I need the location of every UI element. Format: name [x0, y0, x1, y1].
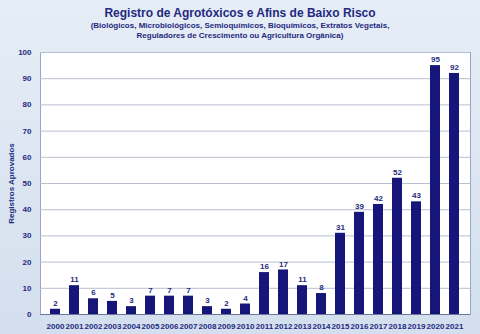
svg-text:2011: 2011 [256, 322, 274, 331]
svg-text:39: 39 [355, 202, 364, 211]
svg-text:2012: 2012 [275, 322, 293, 331]
html-text:(Biológicos, Microbiológicos,: (Biológicos, Microbiológicos, Semioquími… [90, 21, 390, 40]
svg-text:2018: 2018 [389, 322, 407, 331]
svg-text:90: 90 [23, 74, 32, 83]
svg-text:2016: 2016 [351, 322, 369, 331]
svg-text:8: 8 [319, 283, 324, 292]
svg-text:40: 40 [23, 205, 32, 214]
svg-text:2003: 2003 [104, 322, 122, 331]
svg-text:7: 7 [148, 286, 153, 295]
svg-text:2021: 2021 [446, 322, 464, 331]
svg-text:7: 7 [186, 286, 191, 295]
svg-text:2000: 2000 [47, 322, 65, 331]
svg-text:2019: 2019 [408, 322, 426, 331]
svg-text:52: 52 [393, 168, 402, 177]
svg-text:Registros Aprovados: Registros Aprovados [7, 143, 16, 224]
svg-text:10: 10 [23, 284, 32, 293]
svg-text:2007: 2007 [180, 322, 198, 331]
svg-text:0: 0 [27, 310, 32, 319]
svg-text:80: 80 [23, 100, 32, 109]
svg-text:2014: 2014 [313, 322, 331, 331]
svg-text:3: 3 [205, 296, 210, 305]
svg-text:2009: 2009 [218, 322, 236, 331]
html-text:Registro de Agrotóxicos e Afin: Registro de Agrotóxicos e Afins de Baixo… [104, 6, 376, 20]
svg-text:17: 17 [279, 260, 288, 269]
svg-text:11: 11 [70, 275, 79, 284]
svg-text:60: 60 [23, 153, 32, 162]
svg-text:70: 70 [23, 127, 32, 136]
svg-text:2002: 2002 [85, 322, 103, 331]
svg-text:16: 16 [260, 262, 269, 271]
svg-text:2010: 2010 [237, 322, 255, 331]
svg-text:2006: 2006 [161, 322, 179, 331]
svg-text:2: 2 [224, 299, 229, 308]
svg-text:95: 95 [431, 55, 440, 64]
svg-text:30: 30 [23, 231, 32, 240]
svg-text:20: 20 [23, 258, 32, 267]
svg-text:11: 11 [298, 275, 307, 284]
svg-text:2013: 2013 [294, 322, 312, 331]
svg-text:2015: 2015 [332, 322, 350, 331]
svg-text:92: 92 [450, 63, 459, 72]
svg-text:42: 42 [374, 194, 383, 203]
svg-text:2008: 2008 [199, 322, 217, 331]
svg-text:5: 5 [110, 291, 115, 300]
svg-text:2020: 2020 [427, 322, 445, 331]
svg-text:6: 6 [91, 288, 96, 297]
svg-text:4: 4 [243, 294, 248, 303]
svg-text:31: 31 [336, 223, 345, 232]
svg-text:2017: 2017 [370, 322, 388, 331]
svg-text:7: 7 [167, 286, 172, 295]
svg-text:2: 2 [53, 299, 58, 308]
svg-text:50: 50 [23, 179, 32, 188]
svg-text:3: 3 [129, 296, 134, 305]
svg-text:100: 100 [18, 48, 32, 57]
svg-text:2005: 2005 [142, 322, 160, 331]
svg-text:43: 43 [412, 191, 421, 200]
svg-text:2004: 2004 [123, 322, 141, 331]
svg-text:2001: 2001 [66, 322, 84, 331]
